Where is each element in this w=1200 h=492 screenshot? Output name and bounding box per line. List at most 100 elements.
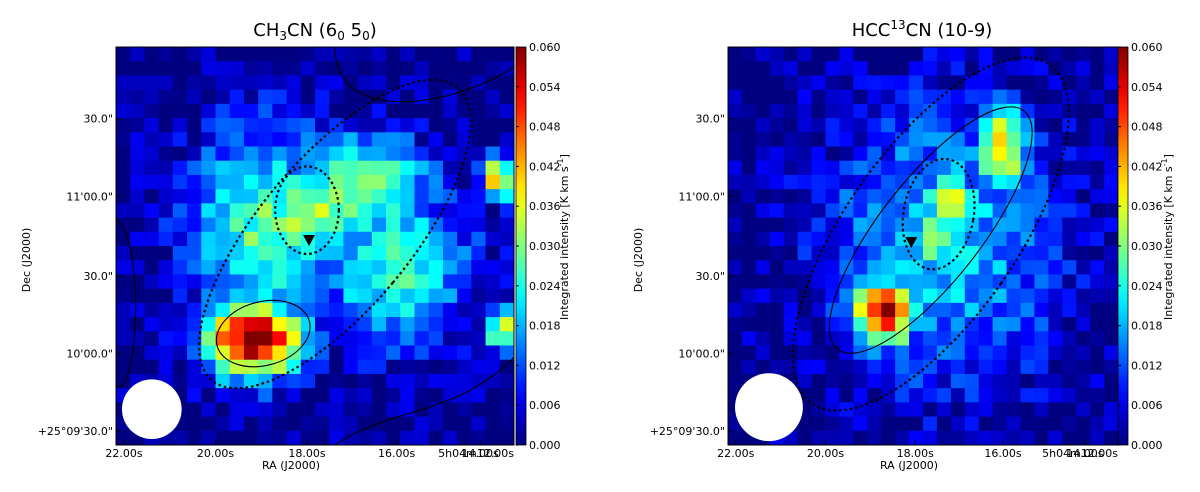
heatmap-cell [755,103,771,119]
heatmap-cell [371,189,387,204]
heatmap-cell [144,302,160,318]
heatmap-cell [909,288,924,304]
heatmap-cell [825,317,841,332]
heatmap-cell [825,302,841,318]
heatmap-cell [950,246,966,261]
beam-circle [735,373,803,442]
heatmap-cell [964,345,980,361]
heatmap-cell [258,118,273,133]
heatmap-cell [839,118,854,133]
heatmap-cell [272,132,288,148]
heatmap-cell [229,47,245,62]
heatmap-cell [457,246,472,261]
heatmap-cell [315,302,330,318]
heatmap-cell [144,345,160,361]
y-tick-label: 11'00.0" [66,190,113,203]
heatmap-cell [978,373,994,389]
heatmap-cell [1020,430,1036,445]
heatmap-cell [258,203,273,219]
heatmap-cell [300,359,316,375]
heatmap-cell [1034,359,1049,375]
heatmap-cell [229,146,245,162]
heatmap-cell [499,416,514,432]
heatmap-cell [371,103,387,119]
heatmap-cell [329,75,345,91]
heatmap-cell [1062,189,1077,204]
heatmap-cell [371,302,387,318]
heatmap-cell [386,402,401,418]
heatmap-cell [1048,217,1063,233]
heatmap-cell [978,174,994,190]
heatmap-cell [215,75,231,91]
heatmap-cell [201,61,217,77]
heatmap-cell [243,402,259,418]
heatmap-cell [144,288,160,304]
heatmap-cell [1090,217,1105,233]
heatmap-cell [414,388,430,403]
heatmap-cell [825,260,841,276]
colorbar-tick-label: 0.036 [529,200,561,213]
heatmap-cell [909,146,924,162]
heatmap-cell [1048,345,1063,361]
heatmap-cell [811,118,827,133]
heatmap-cell [229,103,245,119]
heatmap-cell [741,146,757,162]
heatmap-cell [853,47,868,62]
heatmap-cell [400,317,416,332]
heatmap-cell [895,61,910,77]
heatmap-cell [909,189,924,204]
heatmap-cell [783,331,799,347]
heatmap-cell [144,103,160,119]
heatmap-cell [386,146,401,162]
heatmap-cell [315,189,330,204]
heatmap-cell [923,331,938,347]
heatmap-cell [797,47,813,62]
heatmap-cell [950,132,966,148]
heatmap-cell [1020,217,1036,233]
heatmap-cell [357,174,373,190]
heatmap-cell [923,302,938,318]
heatmap-cell [909,132,924,148]
colorbar-tick-label: 0.000 [529,439,561,452]
heatmap-cell [215,174,231,190]
heatmap-cell [471,203,487,219]
heatmap-cell [343,103,359,119]
heatmap-cell [825,274,841,290]
heatmap-cell [950,174,966,190]
heatmap-cell [992,359,1008,375]
heatmap-cell [428,89,444,105]
heatmap-cell [357,302,373,318]
heatmap-cell [485,317,501,332]
heatmap-cell [769,61,785,77]
heatmap-cell [783,203,799,219]
heatmap-cell [1034,75,1049,91]
heatmap-cell [978,132,994,148]
source-marker [303,235,316,247]
heatmap-cell [485,345,501,361]
y-tick-label: 30.0" [83,270,113,283]
heatmap-cell [272,317,288,332]
heatmap-cell [386,246,401,261]
heatmap-cell [992,160,1008,176]
heatmap-cell [144,274,160,290]
heatmap-cell [229,402,245,418]
heatmap-cell [243,189,259,204]
heatmap-cell [825,288,841,304]
heatmap-cell [1062,274,1077,290]
heatmap-cell [1034,373,1049,389]
heatmap-cell [386,75,401,91]
heatmap-cell [229,189,245,204]
heatmap-cell [978,160,994,176]
heatmap-cell [950,146,966,162]
heatmap-cell [286,89,302,105]
heatmap-cell [853,217,868,233]
heatmap-cell [329,160,345,176]
heatmap-cell [895,47,910,62]
heatmap-cell [1076,260,1091,276]
heatmap-cell [428,359,444,375]
heatmap-cell [783,359,799,375]
heatmap-cell [442,217,458,233]
heatmap-cell [400,174,416,190]
heatmap-cell [343,217,359,233]
heatmap-cell [187,132,202,148]
